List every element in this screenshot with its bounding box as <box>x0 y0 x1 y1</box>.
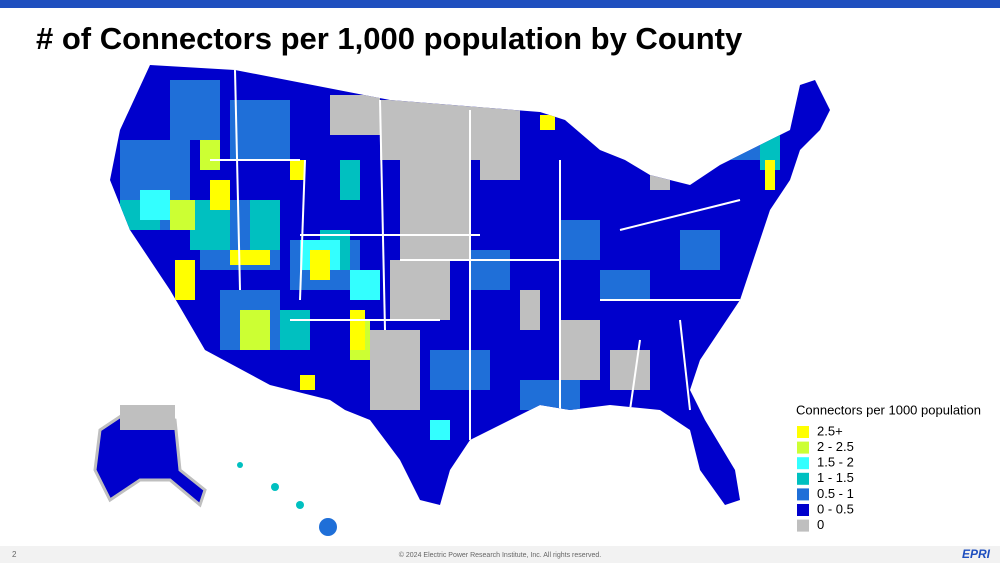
county-patch <box>310 250 330 280</box>
legend-label: 2 - 2.5 <box>817 439 854 454</box>
county-patch <box>240 310 270 350</box>
county-patch <box>480 100 520 180</box>
state-border <box>619 199 741 231</box>
county-patch <box>560 320 600 380</box>
top-bar <box>0 0 1000 8</box>
county-patch <box>400 160 470 260</box>
county-patch <box>650 160 670 190</box>
legend-swatch <box>797 504 809 516</box>
copyright: © 2024 Electric Power Research Institute… <box>399 551 601 559</box>
legend: 2.5+2 - 2.51.5 - 21 - 1.50.5 - 10 - 0.50 <box>797 423 854 532</box>
county-patch <box>350 420 370 440</box>
county-patch <box>350 310 365 350</box>
county-patch <box>430 420 450 440</box>
county-patch <box>250 200 280 250</box>
hawaii <box>271 483 279 491</box>
legend-label: 0 - 0.5 <box>817 501 854 516</box>
state-border <box>679 319 691 411</box>
state-border <box>299 159 306 301</box>
legend-label: 2.5+ <box>817 423 843 438</box>
county-patch <box>540 115 555 130</box>
legend-swatch <box>797 472 809 485</box>
county-patch <box>600 270 650 300</box>
state-border <box>234 69 241 291</box>
county-patch <box>390 260 450 320</box>
county-patch <box>280 310 310 350</box>
legend-swatch <box>797 441 809 454</box>
slide-title: # of Connectors per 1,000 population by … <box>36 21 743 56</box>
legend-title: Connectors per 1000 population <box>796 402 981 417</box>
alaska-patch <box>120 405 175 430</box>
county-patch <box>175 260 195 300</box>
logo: EPRI <box>962 547 991 561</box>
county-patch <box>340 160 360 200</box>
legend-swatch <box>797 519 809 532</box>
legend-swatch <box>797 457 809 470</box>
page-number: 2 <box>12 550 17 559</box>
county-patch <box>770 100 785 130</box>
county-patch <box>700 100 760 160</box>
county-patch <box>470 250 510 290</box>
county-patch <box>230 100 290 160</box>
county-patch <box>170 80 220 140</box>
county-patch <box>370 330 420 410</box>
hawaii <box>237 462 243 468</box>
state-border <box>629 339 641 411</box>
county-patch <box>610 350 650 390</box>
county-patch <box>210 180 230 210</box>
county-patch <box>765 160 775 190</box>
county-patch <box>170 200 195 230</box>
county-patch <box>200 140 220 170</box>
state-border <box>379 99 386 331</box>
county-patch <box>330 95 380 135</box>
county-patch <box>380 100 490 160</box>
county-patch <box>300 375 315 390</box>
legend-swatch <box>797 426 809 438</box>
legend-label: 1.5 - 2 <box>817 455 854 470</box>
legend-label: 0 <box>817 517 824 532</box>
legend-label: 1 - 1.5 <box>817 470 854 485</box>
county-patch <box>140 190 170 220</box>
county-patch <box>430 350 490 390</box>
us-map <box>93 65 830 536</box>
county-patch <box>350 270 380 300</box>
county-patch <box>290 160 305 180</box>
county-patch <box>520 380 580 410</box>
county-patch <box>520 290 540 330</box>
hawaii <box>319 518 337 536</box>
footer-bar <box>0 546 1000 563</box>
county-patch <box>680 230 720 270</box>
hawaii <box>296 501 304 509</box>
legend-label: 0.5 - 1 <box>817 486 854 501</box>
county-patch <box>230 250 270 265</box>
county-patch <box>560 220 600 260</box>
legend-swatch <box>797 488 809 501</box>
